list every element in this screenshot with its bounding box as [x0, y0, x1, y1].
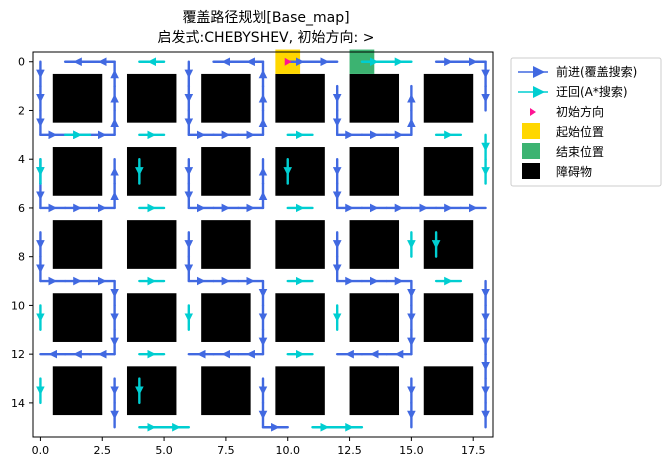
- obstacle-block: [126, 293, 177, 342]
- obstacle-block: [275, 366, 325, 416]
- obstacle-block: [349, 147, 400, 196]
- obstacle-block: [201, 366, 251, 416]
- legend-detour-label: 迂回(A*搜索): [556, 84, 628, 99]
- obstacle-block: [52, 220, 103, 269]
- legend-detour-arrow-icon: [533, 86, 545, 98]
- obstacle-block: [52, 293, 103, 342]
- x-tick-label: 0.0: [32, 444, 50, 457]
- obstacle-block: [423, 293, 474, 342]
- obstacle-block: [349, 220, 400, 269]
- legend-end-label: 结束位置: [556, 144, 604, 159]
- chart-title-line-1: 覆盖路径规划[Base_map]: [182, 10, 349, 26]
- initial-direction-layer: [284, 57, 292, 66]
- obstacle-block: [349, 366, 400, 416]
- y-axis: 0 2 4 6 8 10 12 14: [11, 56, 33, 410]
- legend-start-swatch: [522, 123, 540, 139]
- obstacle-block: [52, 73, 103, 123]
- forward-path-layer: [36, 57, 490, 432]
- obstacle-block: [126, 366, 177, 416]
- x-tick-label: 12.5: [337, 444, 362, 457]
- legend-entry-start: 起始位置: [522, 123, 604, 139]
- plot-frame: [32, 51, 494, 438]
- chart-title: 覆盖路径规划[Base_map] 启发式:CHEBYSHEV, 初始方向: >: [158, 10, 375, 46]
- y-tick-label: 4: [18, 153, 25, 166]
- x-tick-label: 5.0: [155, 444, 173, 457]
- obstacle-block: [275, 73, 325, 123]
- obstacle-block: [201, 293, 251, 342]
- plot-area: [32, 49, 494, 438]
- x-axis: 0.0 2.5 5.0 7.5 10.0 12.5 15.0 17.5: [32, 437, 486, 457]
- legend-entry-obstacle: 障碍物: [522, 163, 592, 179]
- obstacle-block: [201, 73, 251, 123]
- obstacle-block: [349, 293, 400, 342]
- legend-obstacle-label: 障碍物: [556, 164, 592, 179]
- legend-entry-detour: 迂回(A*搜索): [518, 84, 628, 99]
- y-tick-label: 0: [18, 56, 25, 69]
- x-tick-label: 2.5: [93, 444, 111, 457]
- x-tick-label: 17.5: [461, 444, 486, 457]
- legend-forward-label: 前进(覆盖搜索): [556, 64, 637, 79]
- obstacle-block: [201, 220, 251, 269]
- y-tick-label: 10: [11, 299, 25, 312]
- legend-entry-end: 结束位置: [522, 143, 604, 159]
- legend-forward-arrow-icon: [533, 66, 545, 78]
- y-tick-label: 2: [18, 104, 25, 117]
- legend-start-label: 起始位置: [556, 124, 604, 139]
- legend: 前进(覆盖搜索) 迂回(A*搜索) 初始方向 起始位置 结束位置 障碍物: [510, 57, 662, 187]
- obstacle-block: [423, 147, 474, 196]
- legend-frame: [510, 57, 662, 187]
- obstacle-block: [423, 220, 474, 269]
- legend-start-direction-label: 初始方向: [556, 104, 604, 119]
- obstacle-block: [275, 147, 325, 196]
- obstacle-block: [126, 147, 177, 196]
- legend-entry-forward: 前进(覆盖搜索): [518, 64, 637, 79]
- obstacle-block: [52, 366, 103, 416]
- obstacle-block: [275, 293, 325, 342]
- legend-entry-start-direction: 初始方向: [530, 104, 604, 119]
- x-tick-label: 10.0: [275, 444, 300, 457]
- detour-path-layer: [36, 57, 490, 432]
- y-tick-label: 12: [11, 348, 25, 361]
- initial-direction-marker: [284, 57, 292, 66]
- y-tick-label: 8: [18, 251, 25, 264]
- legend-end-swatch: [522, 143, 540, 159]
- obstacle-block: [126, 73, 177, 123]
- x-tick-label: 7.5: [217, 444, 235, 457]
- legend-start-direction-icon: [530, 108, 536, 116]
- chart-title-line-2: 启发式:CHEBYSHEV, 初始方向: >: [158, 29, 375, 46]
- obstacle-block: [201, 147, 251, 196]
- obstacle-block: [52, 147, 103, 196]
- x-tick-label: 15.0: [399, 444, 424, 457]
- obstacle-block: [275, 220, 325, 269]
- legend-obstacle-swatch: [522, 163, 540, 179]
- obstacle-block: [423, 73, 474, 123]
- y-tick-label: 6: [18, 202, 25, 215]
- y-tick-label: 14: [11, 397, 25, 410]
- obstacle-block: [349, 73, 400, 123]
- obstacle-block: [126, 220, 177, 269]
- obstacle-block: [423, 366, 474, 416]
- obstacle-layer: [52, 73, 474, 416]
